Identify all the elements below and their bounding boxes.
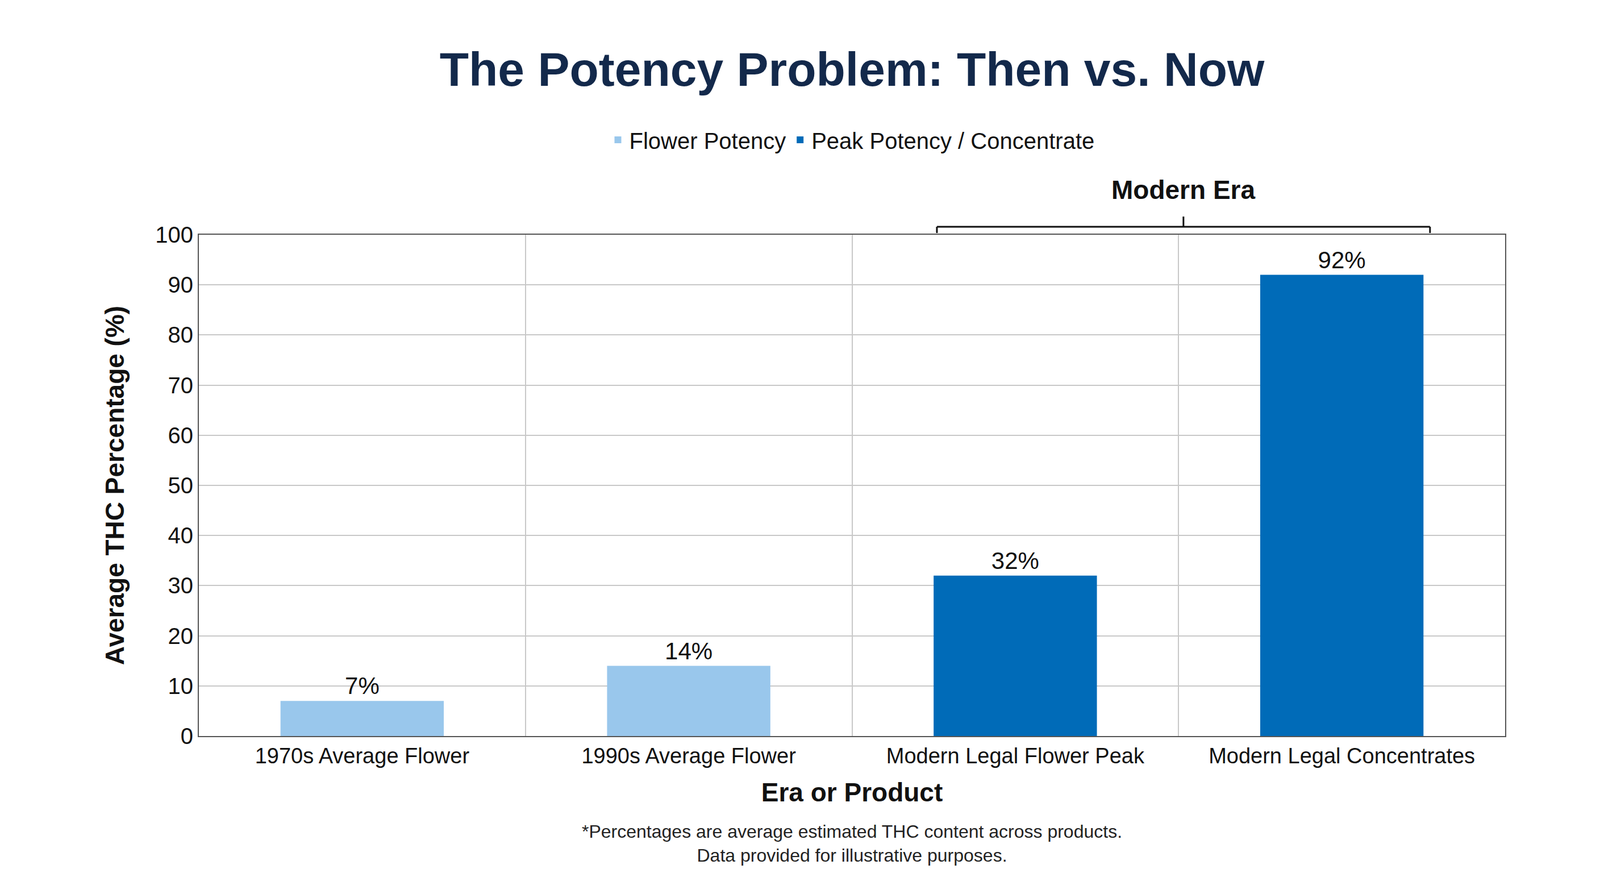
svg-text:30: 30 xyxy=(168,572,194,598)
svg-text:60: 60 xyxy=(168,422,194,448)
svg-text:Modern Legal Flower Peak: Modern Legal Flower Peak xyxy=(886,743,1145,768)
svg-text:92%: 92% xyxy=(1318,246,1366,274)
svg-text:100: 100 xyxy=(155,222,194,248)
svg-text:Average THC Percentage (%): Average THC Percentage (%) xyxy=(100,305,130,665)
svg-text:80: 80 xyxy=(168,322,194,348)
svg-text:14%: 14% xyxy=(664,637,713,665)
svg-text:90: 90 xyxy=(168,272,194,298)
svg-text:7%: 7% xyxy=(344,672,380,699)
svg-text:The Potency Problem: Then vs.: The Potency Problem: Then vs. Now xyxy=(439,42,1265,97)
svg-text:50: 50 xyxy=(168,472,194,498)
svg-text:10: 10 xyxy=(168,673,194,699)
svg-text:Peak Potency / Concentrate: Peak Potency / Concentrate xyxy=(811,128,1095,154)
svg-text:*Percentages are average estim: *Percentages are average estimated THC c… xyxy=(581,821,1123,866)
svg-text:Era or Product: Era or Product xyxy=(761,777,944,807)
svg-text:40: 40 xyxy=(168,522,194,548)
svg-text:20: 20 xyxy=(168,623,194,649)
svg-text:0: 0 xyxy=(180,723,194,749)
svg-text:1990s Average Flower: 1990s Average Flower xyxy=(581,743,797,768)
svg-text:32%: 32% xyxy=(991,547,1040,574)
svg-text:70: 70 xyxy=(168,372,194,398)
svg-text:Modern Era: Modern Era xyxy=(1111,175,1256,205)
svg-text:Modern Legal Concentrates: Modern Legal Concentrates xyxy=(1208,743,1475,768)
svg-text:1970s Average Flower: 1970s Average Flower xyxy=(255,743,470,768)
svg-text:Flower Potency: Flower Potency xyxy=(629,128,787,154)
